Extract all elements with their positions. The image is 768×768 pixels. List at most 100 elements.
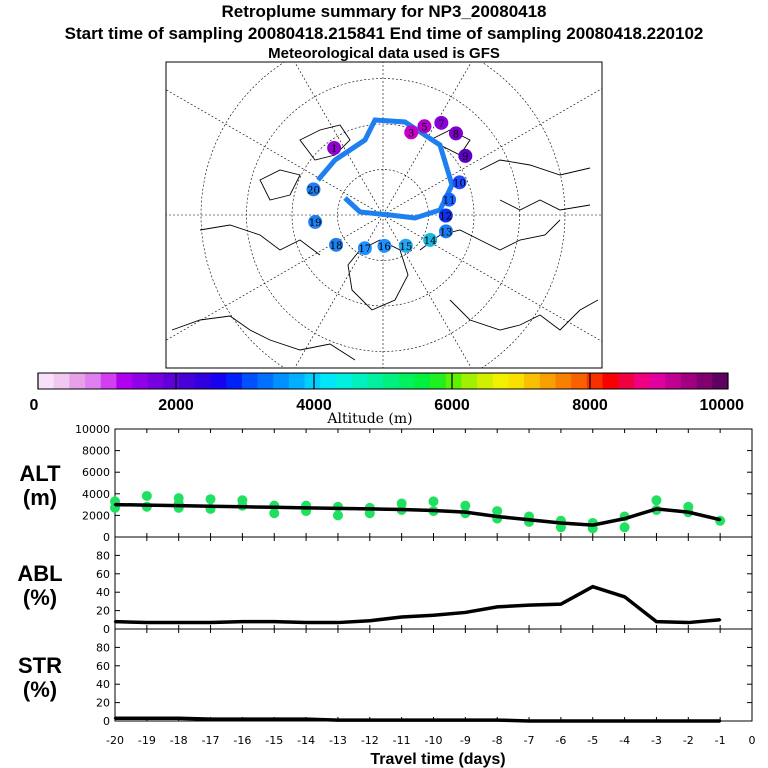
colorbar-swatch	[351, 373, 368, 389]
data-point	[304, 621, 308, 624]
y-tick-label: 40	[96, 678, 110, 691]
scatter-point	[396, 498, 407, 509]
x-tick-label: -9	[460, 734, 471, 747]
plume-blob	[308, 214, 323, 229]
x-tick-label: -2	[683, 734, 694, 747]
data-point	[113, 503, 117, 506]
data-point	[496, 515, 499, 518]
colorbar-tick-label: 0	[30, 397, 39, 414]
altitude-colorbar: 0 2000 4000 6000 8000 10000	[30, 372, 744, 414]
data-point	[718, 618, 722, 621]
colorbar-swatch	[696, 373, 713, 389]
data-point	[527, 719, 531, 723]
colorbar-swatch	[304, 373, 321, 389]
data-point	[145, 503, 149, 507]
data-point	[623, 517, 626, 520]
y-axis-label: ABL	[17, 561, 62, 586]
series-line-abl	[114, 584, 721, 625]
y-tick-label: 0	[103, 623, 110, 636]
x-tick-label: -6	[555, 734, 566, 747]
day-label: 7	[438, 119, 444, 130]
plume-blob	[458, 148, 473, 163]
plume-blob	[327, 140, 342, 155]
colorbar-swatch	[649, 373, 666, 389]
data-point	[591, 523, 594, 527]
plume-blob	[448, 126, 463, 141]
panel-str: 0 20 40 60 80 STR(%)	[18, 628, 753, 728]
data-point	[113, 717, 117, 720]
data-point	[432, 509, 435, 512]
data-point	[177, 504, 180, 507]
scatter-point	[269, 508, 280, 519]
data-point	[559, 521, 563, 525]
x-axis-ticks: -20 -19 -18 -17 -16 -15 -14 -13 -12 -11 -10 -9 -8 -7-…	[106, 734, 755, 747]
data-point	[177, 717, 180, 720]
colorbar-swatch	[477, 373, 494, 389]
meridian-line	[382, 88, 602, 216]
colorbar-swatch	[445, 373, 462, 389]
coastline	[259, 169, 301, 201]
data-point	[687, 510, 690, 514]
colorbar-tick-label: 2000	[158, 397, 194, 414]
chart-title: Retroplume summary for NP3_20080418	[221, 2, 547, 21]
data-point	[432, 718, 435, 722]
plume-blob	[442, 192, 457, 207]
plume-blob	[434, 115, 449, 130]
data-point	[336, 718, 340, 722]
plume-blob	[417, 119, 432, 134]
data-point	[145, 717, 149, 720]
data-point	[241, 505, 244, 508]
day-label: 13	[440, 227, 453, 238]
data-point	[718, 719, 722, 723]
y-tick-label: 4000	[82, 488, 110, 501]
colorbar-tick-label: 8000	[572, 397, 608, 414]
colorbar-swatch	[602, 373, 619, 389]
colorbar-swatch	[398, 373, 415, 389]
data-point	[559, 719, 563, 723]
colorbar-swatch	[38, 373, 55, 389]
x-tick-label: -10	[425, 734, 443, 747]
data-point	[527, 603, 531, 607]
data-point	[687, 621, 690, 624]
data-point	[209, 621, 212, 624]
y-axis-unit: (m)	[23, 485, 57, 510]
data-point	[368, 619, 371, 622]
colorbar-swatch	[665, 373, 682, 389]
coastline	[199, 224, 321, 256]
scatter-point	[428, 496, 439, 507]
plume-blob	[452, 175, 467, 190]
coastline	[299, 124, 351, 161]
day-label: 3	[408, 128, 414, 139]
colorbar-swatch	[288, 373, 306, 389]
colorbar-swatch	[147, 373, 164, 389]
x-tick-label: -20	[106, 734, 124, 747]
y-tick-label: 20	[96, 605, 110, 618]
x-tick-label: -19	[138, 734, 156, 747]
data-point	[464, 718, 467, 722]
day-label: 15	[399, 242, 412, 253]
data-point	[336, 621, 340, 624]
colorbar-tick-label: 6000	[434, 397, 470, 414]
data-point	[241, 717, 244, 721]
y-tick-label: 60	[96, 660, 110, 673]
colorbar-swatch	[618, 373, 635, 389]
day-label: 9	[462, 152, 468, 163]
colorbar-tick-label: 4000	[296, 397, 332, 414]
data-point	[145, 621, 149, 624]
time-series-panels: 0200040006000800010000ALT(m)020406080ABL…	[17, 423, 755, 747]
scatter-point	[364, 508, 375, 519]
coastline	[479, 159, 591, 176]
day-label: 17	[359, 244, 372, 255]
data-point	[591, 719, 594, 723]
x-tick-label: -11	[393, 734, 411, 747]
data-point	[655, 507, 658, 511]
day-label: 10	[453, 178, 466, 189]
scatter-point	[205, 494, 216, 505]
plume-blob	[306, 182, 321, 197]
x-axis-label: Travel time (days)	[370, 751, 505, 768]
y-axis-unit: (%)	[23, 585, 57, 610]
colorbar-swatch	[571, 373, 588, 389]
x-tick-label: -18	[170, 734, 188, 747]
panel-alt: 0 2000 4000 6000 8000 10000 ALT(m)	[19, 423, 753, 544]
data-point	[623, 719, 626, 723]
